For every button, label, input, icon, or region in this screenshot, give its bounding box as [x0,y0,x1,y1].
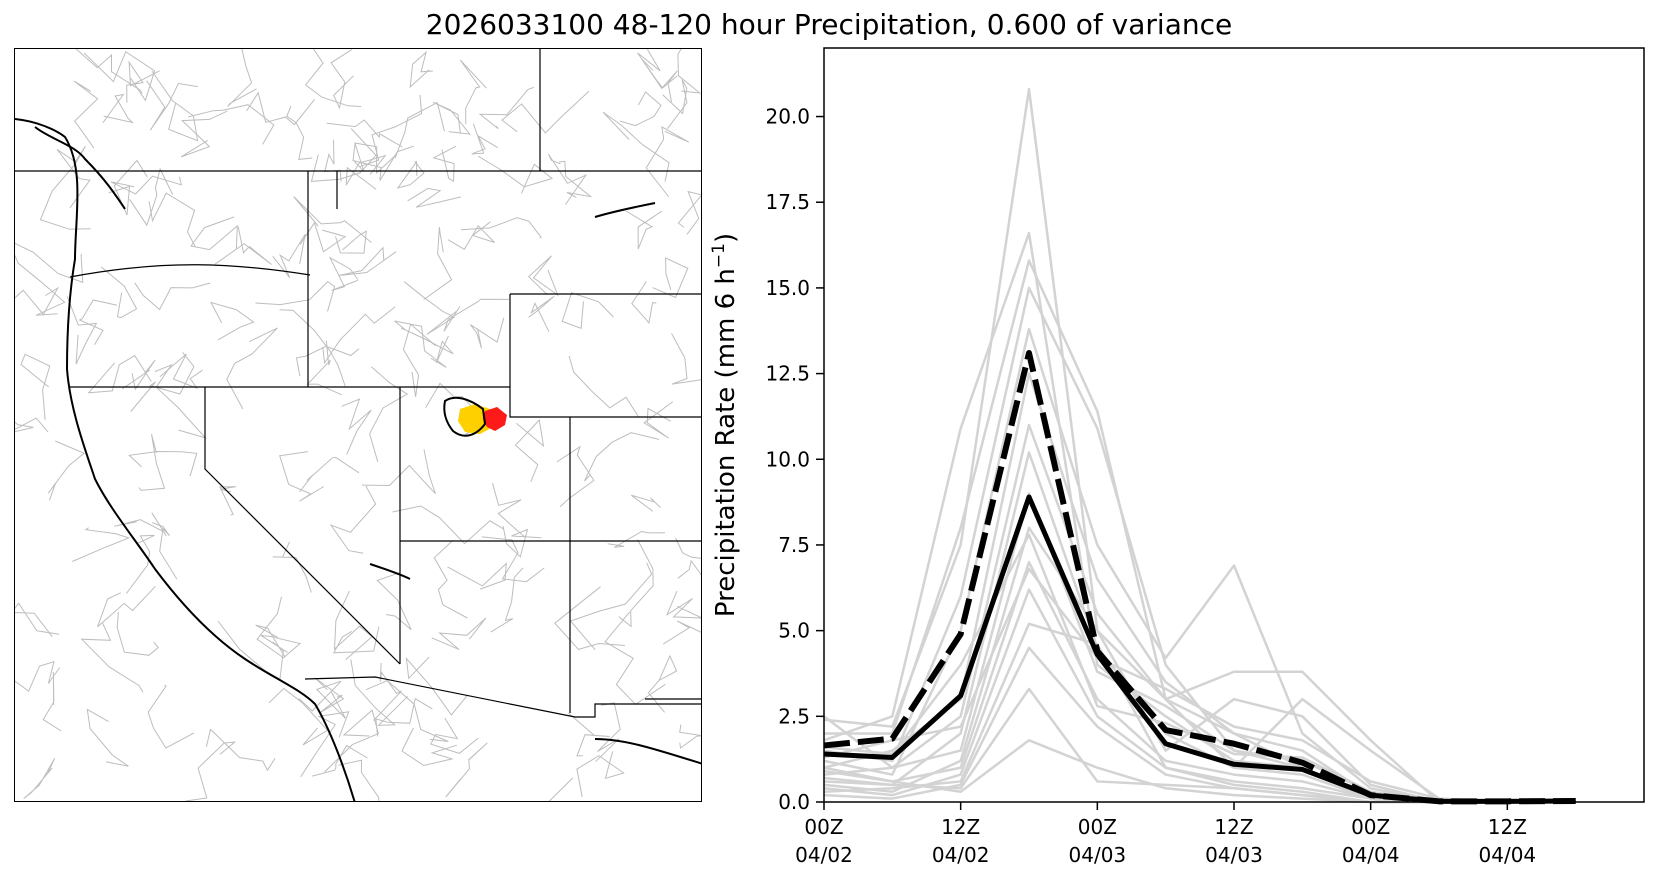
state-boundaries [15,49,701,718]
lake-outline [443,396,487,437]
x-tick-label: 04/04 [1479,843,1537,867]
x-tick-label: 00Z [804,815,843,839]
y-tick-label: 12.5 [765,362,810,386]
y-tick-label: 17.5 [765,190,810,214]
coastline [15,118,701,801]
x-tick-label: 00Z [1351,815,1390,839]
y-tick-label: 2.5 [778,704,810,728]
highlight-basin-red [483,407,507,431]
ensemble-member-line [823,526,1576,804]
region-map [15,49,701,801]
y-tick-label: 5.0 [778,619,810,643]
x-tick-label: 00Z [1078,815,1117,839]
chart-title: 2026033100 48-120 hour Precipitation, 0.… [425,8,1233,41]
y-tick-label: 15.0 [765,276,810,300]
map-panel [14,48,702,802]
ensemble-member-line [823,622,1576,804]
y-tick-label: 7.5 [778,533,810,557]
x-tick-label: 04/02 [932,843,990,867]
plot-frame [823,47,1645,803]
x-axis: 00Z 04/02 12Z 04/02 00Z 04/03 12Z 04/03 00Z 04/04… [795,802,1536,867]
x-tick-label: 12Z [1488,815,1527,839]
y-axis: 0.0 2.5 5.0 7.5 10.0 12.5 15.0 17.5 20.0 [765,105,824,814]
ensemble-member-line [823,451,1576,804]
y-tick-label: 0.0 [778,790,810,814]
y-tick-label: 20.0 [765,105,810,129]
x-tick-label: 04/02 [795,843,853,867]
x-tick-label: 04/03 [1205,843,1263,867]
basin-boundaries [15,49,701,801]
x-tick-label: 12Z [941,815,980,839]
x-tick-label: 12Z [1214,815,1253,839]
ensemble-member-lines [823,87,1576,804]
x-tick-label: 04/03 [1069,843,1127,867]
y-axis-label: Precipitation Rate (mm 6 h−1) [709,233,741,617]
weighted-series-line [823,350,1576,805]
y-tick-label: 10.0 [765,447,810,471]
x-tick-label: 04/04 [1342,843,1400,867]
